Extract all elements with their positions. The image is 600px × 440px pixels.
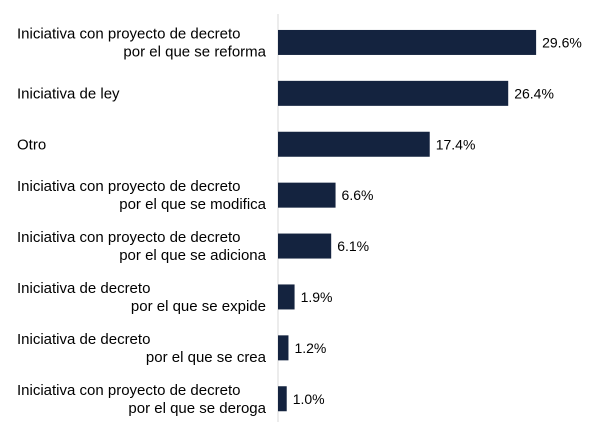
value-label-7: 1.0% xyxy=(293,391,325,407)
category-label-4-line-1: por el que se adiciona xyxy=(119,247,266,264)
category-label-5-line-0: Iniciativa de decreto xyxy=(17,280,150,297)
bar-5 xyxy=(278,284,295,310)
category-label-2-line-0: Otro xyxy=(17,136,46,153)
bar-3 xyxy=(278,182,336,208)
category-label-7-line-0: Iniciativa con proyecto de decreto xyxy=(17,382,240,399)
bar-7 xyxy=(278,386,287,412)
value-label-0: 29.6% xyxy=(542,34,582,50)
value-label-5: 1.9% xyxy=(301,289,333,305)
category-label-7-line-1: por el que se deroga xyxy=(128,400,266,417)
bars-group xyxy=(278,29,537,412)
category-label-3-line-1: por el que se modifica xyxy=(119,196,266,213)
value-label-3: 6.6% xyxy=(342,187,374,203)
category-label-1-line-0: Iniciativa de ley xyxy=(17,85,120,102)
bar-0 xyxy=(278,29,537,55)
category-label-3-line-0: Iniciativa con proyecto de decreto xyxy=(17,178,240,195)
bar-4 xyxy=(278,233,332,259)
value-labels-group: 29.6% 26.4% 17.4% 6.6% 6.1% 1.9% 1.2% 1.0% xyxy=(293,34,582,406)
category-label-0-line-0: Iniciativa con proyecto de decreto xyxy=(17,25,240,42)
value-label-4: 6.1% xyxy=(337,238,369,254)
category-label-6-line-1: por el que se crea xyxy=(146,349,267,366)
value-label-2: 17.4% xyxy=(436,136,476,152)
value-label-6: 1.2% xyxy=(294,340,326,356)
category-label-4-line-0: Iniciativa con proyecto de decreto xyxy=(17,229,240,246)
category-label-0-line-1: por el que se reforma xyxy=(123,43,266,60)
bar-1 xyxy=(278,80,509,106)
value-label-1: 26.4% xyxy=(514,85,554,101)
category-label-6-line-0: Iniciativa de decreto xyxy=(17,331,150,348)
bar-2 xyxy=(278,131,430,157)
category-label-5-line-1: por el que se expide xyxy=(131,298,266,315)
bar-6 xyxy=(278,335,289,361)
